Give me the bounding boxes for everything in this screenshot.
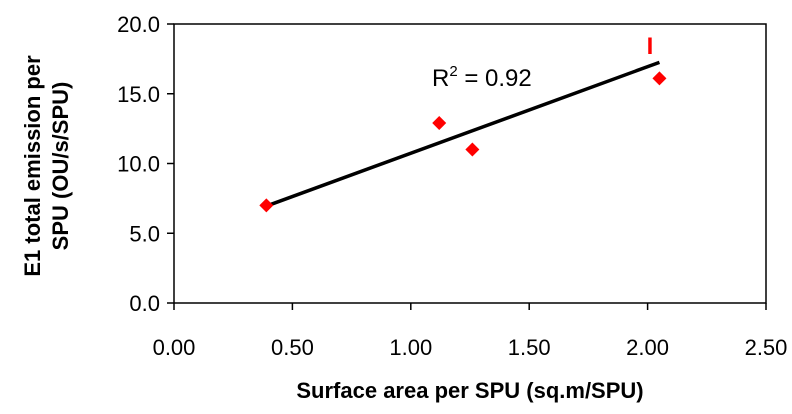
x-tick-label: 2.50 [745, 335, 788, 360]
y-tick-label: 0.0 [129, 291, 160, 316]
data-point [432, 116, 447, 131]
trendline [265, 60, 661, 208]
x-tick-label: 1.00 [389, 335, 432, 360]
y-tick-label: 15.0 [117, 82, 160, 107]
trendline-group [265, 60, 661, 208]
x-tick-label: 1.50 [508, 335, 551, 360]
y-axis-title-line1: E1 total emission per [20, 55, 45, 277]
marker-label: I [647, 33, 654, 60]
y-axis: 0.0 5.0 10.0 15.0 20.0 [117, 12, 174, 316]
data-point [465, 142, 480, 157]
y-tick-label: 5.0 [129, 221, 160, 246]
x-axis: 0.00 0.50 1.00 1.50 2.00 2.50 [153, 303, 788, 360]
r-squared-label: R2 = 0.92 [432, 63, 532, 92]
x-tick-label: 2.00 [626, 335, 669, 360]
x-tick-label: 0.50 [271, 335, 314, 360]
y-axis-title-line2: SPU (OU/s/SPU) [48, 82, 73, 251]
x-tick-label: 0.00 [153, 335, 196, 360]
data-point [652, 71, 667, 86]
x-axis-title: Surface area per SPU (sq.m/SPU) [296, 378, 643, 403]
y-tick-label: 20.0 [117, 12, 160, 37]
data-points [259, 71, 667, 213]
data-point [259, 198, 274, 213]
y-tick-label: 10.0 [117, 152, 160, 177]
